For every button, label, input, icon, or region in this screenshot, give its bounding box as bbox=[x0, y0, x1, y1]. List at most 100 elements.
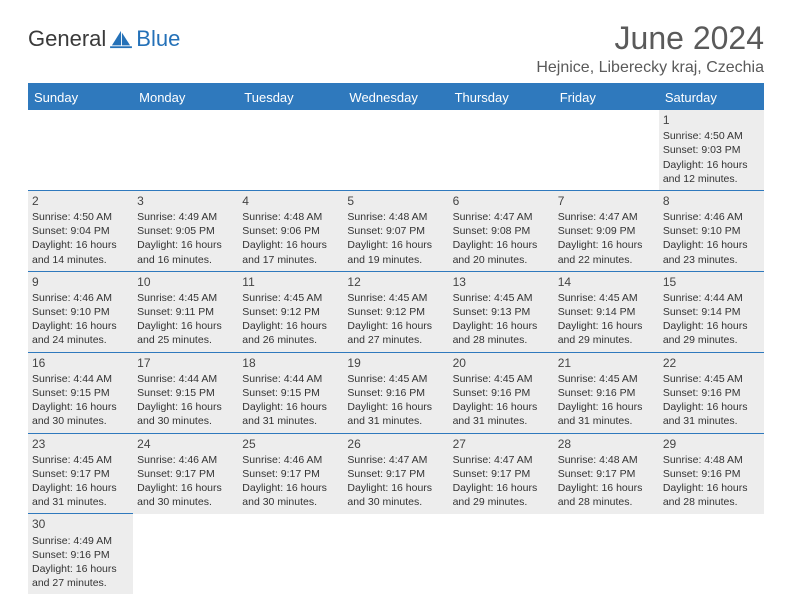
sunset-line: Sunset: 9:17 PM bbox=[558, 467, 655, 481]
sunrise-line: Sunrise: 4:45 AM bbox=[347, 291, 444, 305]
sunset-line: Sunset: 9:05 PM bbox=[137, 224, 234, 238]
day-number: 16 bbox=[32, 355, 129, 371]
calendar-cell: 29Sunrise: 4:48 AMSunset: 9:16 PMDayligh… bbox=[659, 433, 764, 514]
daylight-line: Daylight: 16 hours and 17 minutes. bbox=[242, 238, 339, 266]
day-number: 29 bbox=[663, 436, 760, 452]
sunrise-line: Sunrise: 4:45 AM bbox=[32, 453, 129, 467]
sunset-line: Sunset: 9:15 PM bbox=[137, 386, 234, 400]
sunset-line: Sunset: 9:16 PM bbox=[663, 386, 760, 400]
day-header-row: SundayMondayTuesdayWednesdayThursdayFrid… bbox=[28, 84, 764, 110]
calendar-cell bbox=[554, 110, 659, 190]
daylight-line: Daylight: 16 hours and 31 minutes. bbox=[32, 481, 129, 509]
day-number: 30 bbox=[32, 516, 129, 532]
calendar-cell: 8Sunrise: 4:46 AMSunset: 9:10 PMDaylight… bbox=[659, 190, 764, 271]
daylight-line: Daylight: 16 hours and 28 minutes. bbox=[453, 319, 550, 347]
calendar-cell: 23Sunrise: 4:45 AMSunset: 9:17 PMDayligh… bbox=[28, 433, 133, 514]
day-number: 24 bbox=[137, 436, 234, 452]
day-number: 23 bbox=[32, 436, 129, 452]
daylight-line: Daylight: 16 hours and 30 minutes. bbox=[137, 400, 234, 428]
sunrise-line: Sunrise: 4:46 AM bbox=[137, 453, 234, 467]
day-number: 12 bbox=[347, 274, 444, 290]
sunset-line: Sunset: 9:10 PM bbox=[663, 224, 760, 238]
daylight-line: Daylight: 16 hours and 12 minutes. bbox=[663, 158, 760, 186]
sunrise-line: Sunrise: 4:50 AM bbox=[32, 210, 129, 224]
day-number: 7 bbox=[558, 193, 655, 209]
logo: General Blue bbox=[28, 26, 180, 52]
day-number: 2 bbox=[32, 193, 129, 209]
calendar-cell: 11Sunrise: 4:45 AMSunset: 9:12 PMDayligh… bbox=[238, 271, 343, 352]
day-number: 6 bbox=[453, 193, 550, 209]
daylight-line: Daylight: 16 hours and 30 minutes. bbox=[347, 481, 444, 509]
day-number: 9 bbox=[32, 274, 129, 290]
sunset-line: Sunset: 9:16 PM bbox=[32, 548, 129, 562]
calendar-cell bbox=[554, 514, 659, 594]
calendar-cell: 30Sunrise: 4:49 AMSunset: 9:16 PMDayligh… bbox=[28, 514, 133, 594]
calendar-cell: 3Sunrise: 4:49 AMSunset: 9:05 PMDaylight… bbox=[133, 190, 238, 271]
day-number: 10 bbox=[137, 274, 234, 290]
sunrise-line: Sunrise: 4:45 AM bbox=[558, 291, 655, 305]
daylight-line: Daylight: 16 hours and 19 minutes. bbox=[347, 238, 444, 266]
sunset-line: Sunset: 9:12 PM bbox=[242, 305, 339, 319]
daylight-line: Daylight: 16 hours and 27 minutes. bbox=[32, 562, 129, 590]
calendar-cell: 10Sunrise: 4:45 AMSunset: 9:11 PMDayligh… bbox=[133, 271, 238, 352]
sunrise-line: Sunrise: 4:46 AM bbox=[663, 210, 760, 224]
daylight-line: Daylight: 16 hours and 28 minutes. bbox=[558, 481, 655, 509]
daylight-line: Daylight: 16 hours and 27 minutes. bbox=[347, 319, 444, 347]
sunset-line: Sunset: 9:13 PM bbox=[453, 305, 550, 319]
sunrise-line: Sunrise: 4:45 AM bbox=[663, 372, 760, 386]
sunrise-line: Sunrise: 4:45 AM bbox=[137, 291, 234, 305]
sunset-line: Sunset: 9:17 PM bbox=[242, 467, 339, 481]
sunrise-line: Sunrise: 4:48 AM bbox=[242, 210, 339, 224]
day-number: 20 bbox=[453, 355, 550, 371]
calendar-week: 1Sunrise: 4:50 AMSunset: 9:03 PMDaylight… bbox=[28, 110, 764, 190]
calendar-cell: 16Sunrise: 4:44 AMSunset: 9:15 PMDayligh… bbox=[28, 352, 133, 433]
calendar-cell: 27Sunrise: 4:47 AMSunset: 9:17 PMDayligh… bbox=[449, 433, 554, 514]
day-number: 22 bbox=[663, 355, 760, 371]
calendar-cell bbox=[343, 514, 448, 594]
page-title: June 2024 bbox=[536, 20, 764, 57]
sunrise-line: Sunrise: 4:48 AM bbox=[663, 453, 760, 467]
calendar-cell bbox=[133, 514, 238, 594]
sunset-line: Sunset: 9:16 PM bbox=[558, 386, 655, 400]
day-number: 15 bbox=[663, 274, 760, 290]
sunrise-line: Sunrise: 4:50 AM bbox=[663, 129, 760, 143]
sunset-line: Sunset: 9:16 PM bbox=[347, 386, 444, 400]
calendar-cell: 24Sunrise: 4:46 AMSunset: 9:17 PMDayligh… bbox=[133, 433, 238, 514]
daylight-line: Daylight: 16 hours and 31 minutes. bbox=[242, 400, 339, 428]
calendar-cell: 20Sunrise: 4:45 AMSunset: 9:16 PMDayligh… bbox=[449, 352, 554, 433]
sunrise-line: Sunrise: 4:45 AM bbox=[558, 372, 655, 386]
day-header: Friday bbox=[554, 84, 659, 110]
calendar-cell bbox=[238, 110, 343, 190]
header-right: June 2024 Hejnice, Liberecky kraj, Czech… bbox=[536, 20, 764, 77]
day-number: 1 bbox=[663, 112, 760, 128]
calendar-cell: 5Sunrise: 4:48 AMSunset: 9:07 PMDaylight… bbox=[343, 190, 448, 271]
day-number: 17 bbox=[137, 355, 234, 371]
calendar-cell: 4Sunrise: 4:48 AMSunset: 9:06 PMDaylight… bbox=[238, 190, 343, 271]
day-number: 26 bbox=[347, 436, 444, 452]
sunset-line: Sunset: 9:12 PM bbox=[347, 305, 444, 319]
sunrise-line: Sunrise: 4:45 AM bbox=[347, 372, 444, 386]
calendar-body: 1Sunrise: 4:50 AMSunset: 9:03 PMDaylight… bbox=[28, 110, 764, 594]
daylight-line: Daylight: 16 hours and 26 minutes. bbox=[242, 319, 339, 347]
calendar-week: 23Sunrise: 4:45 AMSunset: 9:17 PMDayligh… bbox=[28, 433, 764, 514]
daylight-line: Daylight: 16 hours and 29 minutes. bbox=[453, 481, 550, 509]
sunset-line: Sunset: 9:07 PM bbox=[347, 224, 444, 238]
sunrise-line: Sunrise: 4:48 AM bbox=[558, 453, 655, 467]
daylight-line: Daylight: 16 hours and 20 minutes. bbox=[453, 238, 550, 266]
sunrise-line: Sunrise: 4:44 AM bbox=[242, 372, 339, 386]
sunset-line: Sunset: 9:16 PM bbox=[663, 467, 760, 481]
calendar-cell: 25Sunrise: 4:46 AMSunset: 9:17 PMDayligh… bbox=[238, 433, 343, 514]
sunrise-line: Sunrise: 4:47 AM bbox=[453, 453, 550, 467]
calendar-cell: 17Sunrise: 4:44 AMSunset: 9:15 PMDayligh… bbox=[133, 352, 238, 433]
day-number: 13 bbox=[453, 274, 550, 290]
daylight-line: Daylight: 16 hours and 29 minutes. bbox=[663, 319, 760, 347]
daylight-line: Daylight: 16 hours and 30 minutes. bbox=[242, 481, 339, 509]
sunset-line: Sunset: 9:14 PM bbox=[663, 305, 760, 319]
calendar-cell bbox=[449, 514, 554, 594]
sunset-line: Sunset: 9:08 PM bbox=[453, 224, 550, 238]
sunrise-line: Sunrise: 4:45 AM bbox=[242, 291, 339, 305]
sunrise-line: Sunrise: 4:45 AM bbox=[453, 291, 550, 305]
header-row: General Blue June 2024 Hejnice, Libereck… bbox=[28, 20, 764, 77]
sunset-line: Sunset: 9:15 PM bbox=[32, 386, 129, 400]
calendar-cell: 9Sunrise: 4:46 AMSunset: 9:10 PMDaylight… bbox=[28, 271, 133, 352]
